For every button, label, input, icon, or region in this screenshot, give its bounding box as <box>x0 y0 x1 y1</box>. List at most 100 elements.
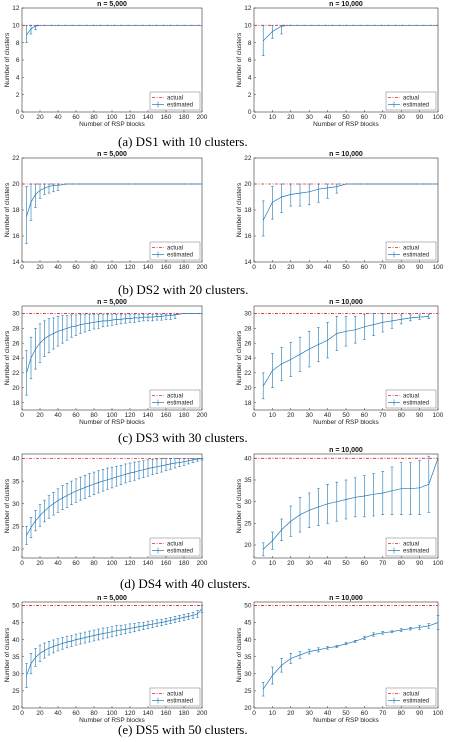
x-tick-label: 80 <box>90 264 98 271</box>
y-tick-label: 6 <box>16 57 20 64</box>
error-bar <box>169 458 172 470</box>
y-tick-label: 16 <box>244 233 252 240</box>
chart-title: n = 5,000 <box>97 595 127 602</box>
error-bar <box>200 605 204 613</box>
error-bar <box>381 471 385 515</box>
y-tick-label: 45 <box>12 620 20 627</box>
x-tick-label: 80 <box>90 412 98 419</box>
error-bar <box>418 314 421 320</box>
y-tick-label: 20 <box>12 385 20 392</box>
error-bar <box>155 458 159 474</box>
legend-estimated-label: estimated <box>403 549 429 555</box>
error-bar <box>56 638 60 652</box>
x-axis-label: Number of RSP blocks <box>79 419 145 426</box>
error-bar <box>56 488 60 513</box>
error-bar <box>427 455 431 513</box>
error-bar <box>289 505 293 537</box>
legend-box <box>385 537 437 557</box>
error-bar <box>128 623 132 634</box>
error-bar <box>124 313 127 324</box>
y-tick-label: 2 <box>16 92 20 99</box>
error-bar <box>280 518 283 541</box>
error-bar <box>409 627 412 631</box>
x-tick-label: 180 <box>179 264 190 271</box>
chart-panel-10: 0 10 20 30 40 50 60 70 80 90 100 20 25 30 35 40 45 50 n = … <box>236 595 444 724</box>
error-bar <box>110 313 114 326</box>
legend-estimated-label: estimated <box>167 103 193 109</box>
error-bar <box>83 474 87 499</box>
error-bar <box>74 478 78 503</box>
x-axis-label: Number of RSP blocks <box>79 121 145 128</box>
error-bar <box>399 314 403 325</box>
error-bar <box>271 186 274 220</box>
error-bar <box>43 499 46 523</box>
chart-title: n = 10,000 <box>329 1 363 8</box>
x-tick-label: 0 <box>252 114 256 121</box>
x-tick-label: 90 <box>416 412 424 419</box>
error-bar <box>200 458 204 461</box>
y-tick-label: 30 <box>244 499 252 506</box>
x-tick-label: 120 <box>125 114 136 121</box>
x-tick-label: 20 <box>36 560 44 567</box>
legend-actual-label: actual <box>167 542 183 548</box>
error-bar <box>307 330 311 368</box>
x-tick-label: 40 <box>324 114 332 121</box>
error-bar <box>390 466 394 515</box>
error-bar <box>25 350 28 396</box>
x-tick-label: 60 <box>72 114 80 121</box>
error-bar <box>106 313 109 327</box>
x-tick-label: 0 <box>20 560 24 567</box>
error-bar <box>97 470 100 494</box>
y-tick-label: 18 <box>12 207 20 214</box>
estimated-series-line <box>26 608 203 676</box>
error-bar <box>173 458 177 469</box>
y-tick-label: 50 <box>12 603 20 610</box>
error-bar <box>399 628 403 632</box>
x-tick-label: 200 <box>197 412 208 419</box>
error-bar <box>88 313 91 331</box>
x-axis-label: Number of RSP blocks <box>313 419 379 426</box>
error-bar <box>191 611 195 619</box>
legend-box <box>385 389 437 409</box>
error-bar <box>142 460 145 478</box>
x-tick-label: 140 <box>143 710 154 717</box>
y-axis-label: Number of clusters <box>236 32 243 87</box>
error-bar <box>137 622 141 632</box>
error-bar <box>169 313 172 320</box>
y-tick-label: 20 <box>244 542 252 549</box>
error-bar <box>390 313 394 329</box>
y-tick-label: 25 <box>244 688 252 695</box>
error-bar <box>326 322 329 359</box>
y-tick-label: 20 <box>12 546 20 553</box>
error-bar <box>110 466 114 489</box>
y-tick-label: 20 <box>244 181 252 188</box>
legend-box <box>149 687 201 707</box>
legend-estimated-label: estimated <box>167 253 193 259</box>
error-bar <box>29 25 33 35</box>
x-tick-label: 80 <box>90 560 98 567</box>
y-tick-label: 4 <box>248 75 252 82</box>
chart-panel-2: 0 10 20 30 40 50 60 70 80 90 100 0 2 4 6 8 10 12 n = 10,00… <box>236 1 444 128</box>
error-bar <box>418 624 421 630</box>
error-bar <box>43 320 46 357</box>
legend-estimated-label: estimated <box>167 401 193 407</box>
error-bar <box>335 481 339 522</box>
error-bar <box>372 313 375 337</box>
y-tick-label: 22 <box>12 370 20 377</box>
chart-title: n = 10,000 <box>329 151 363 158</box>
y-tick-label: 25 <box>12 688 20 695</box>
y-tick-label: 10 <box>12 23 20 30</box>
x-tick-label: 60 <box>361 560 369 567</box>
y-tick-label: 14 <box>244 259 252 266</box>
error-bar <box>142 621 145 630</box>
chart-panel-9: 0 20 40 60 80 100 120 140 160 180 2002025303540455… <box>4 595 208 724</box>
x-tick-label: 20 <box>287 264 295 271</box>
x-tick-label: 90 <box>416 264 424 271</box>
x-tick-label: 50 <box>342 114 350 121</box>
y-tick-label: 8 <box>16 40 20 47</box>
error-bar <box>119 313 123 325</box>
x-tick-label: 60 <box>72 412 80 419</box>
y-tick-label: 22 <box>244 370 252 377</box>
y-tick-label: 35 <box>12 478 20 485</box>
